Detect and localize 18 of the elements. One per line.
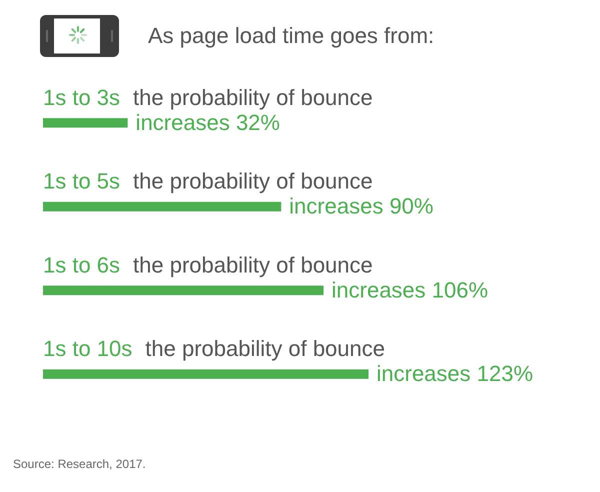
data-label: increases 106% <box>332 277 488 302</box>
annotation: the probability of bounce <box>145 336 386 362</box>
y-tick-label: 1s to 6s <box>43 252 120 278</box>
bar <box>43 286 324 296</box>
data-label: increases 32% <box>136 110 280 135</box>
source-note: Source: Research, 2017. <box>13 457 146 471</box>
bar <box>43 369 368 379</box>
annotation: the probability of bounce <box>133 252 373 278</box>
bar <box>43 118 128 128</box>
y-tick-label: 1s to 5s <box>43 168 120 194</box>
y-tick-label: 1s to 3s <box>43 84 120 110</box>
bar <box>43 202 282 212</box>
data-label: increases 123% <box>376 361 534 386</box>
annotation: the probability of bounce <box>133 168 373 194</box>
annotation: the probability of bounce <box>133 84 373 110</box>
y-tick-label: 1s to 10s <box>43 336 132 362</box>
chart-title: As page load time goes from: <box>148 23 434 48</box>
data-label: increases 90% <box>289 194 434 219</box>
